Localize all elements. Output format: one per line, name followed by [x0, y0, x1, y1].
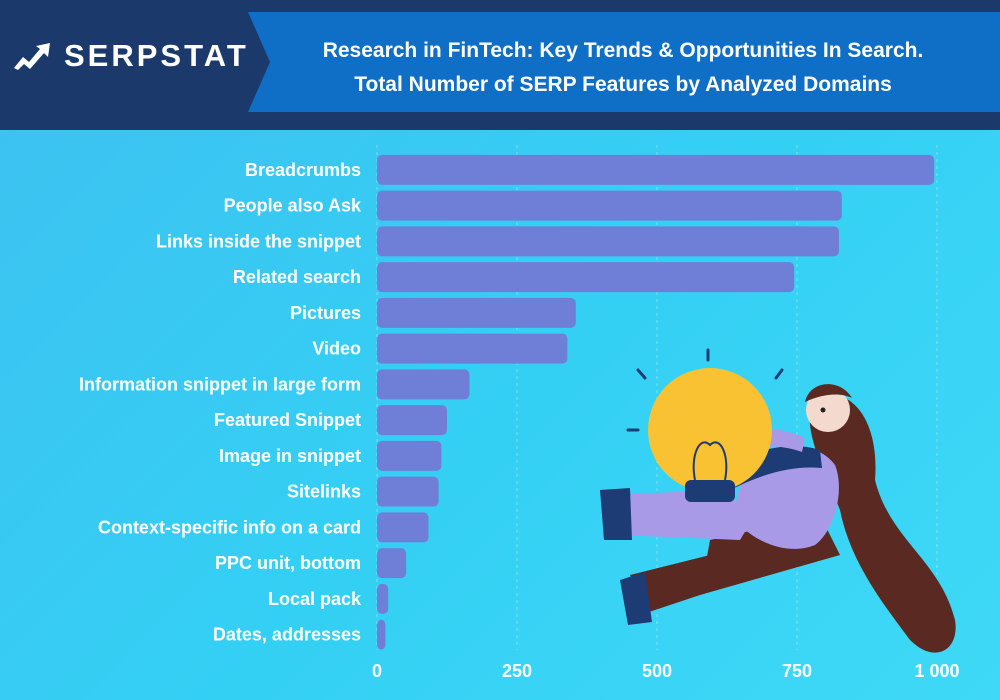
x-tick-label: 500	[642, 661, 672, 681]
category-label: People also Ask	[224, 196, 362, 216]
header-bar: SERPSTAT Research in FinTech: Key Trends…	[0, 0, 1000, 130]
title-banner: Research in FinTech: Key Trends & Opport…	[248, 12, 1000, 112]
category-label: Video	[312, 339, 361, 359]
woman-holding-lightbulb-illustration	[590, 340, 970, 675]
category-label: Links inside the snippet	[156, 231, 361, 251]
category-label: Image in snippet	[219, 446, 361, 466]
bar-chart: Breadcrumbs People also Ask Links inside t…	[79, 145, 960, 681]
chart-title: Research in FinTech: Key Trends & Opport…	[273, 34, 973, 102]
bar	[377, 440, 442, 471]
category-label: PPC unit, bottom	[215, 553, 361, 573]
bar	[377, 262, 795, 293]
bar	[377, 297, 576, 328]
bar	[377, 548, 407, 579]
chart-title-line-2: Total Number of SERP Features by Analyze…	[354, 73, 892, 96]
category-label: Breadcrumbs	[245, 160, 361, 180]
logo-text: SERPSTAT	[64, 38, 249, 73]
x-tick-label: 250	[502, 661, 532, 681]
category-label: Context-specific info on a card	[98, 517, 361, 537]
bar	[377, 369, 470, 400]
category-label: Featured Snippet	[214, 410, 361, 430]
x-tick-label: 750	[782, 661, 812, 681]
bar	[377, 190, 842, 221]
bar	[377, 583, 389, 614]
chart-title-line-1: Research in FinTech: Key Trends & Opport…	[322, 39, 924, 62]
category-label: Information snippet in large form	[79, 374, 361, 394]
x-tick-label: 1 000	[914, 661, 959, 681]
bar	[377, 226, 839, 257]
bar	[377, 154, 935, 185]
category-label: Dates, addresses	[213, 625, 361, 645]
bar	[377, 619, 386, 650]
category-label: Related search	[233, 267, 361, 287]
category-label: Pictures	[290, 303, 361, 323]
bar	[377, 476, 439, 507]
category-label: Sitelinks	[287, 482, 361, 502]
bar	[377, 512, 429, 543]
x-tick-label: 0	[372, 661, 382, 681]
bar	[377, 405, 447, 436]
bar	[377, 333, 568, 364]
serpstat-chart-arrow-icon	[14, 42, 56, 70]
category-label: Local pack	[268, 589, 362, 609]
serpstat-logo[interactable]: SERPSTAT	[14, 36, 249, 76]
